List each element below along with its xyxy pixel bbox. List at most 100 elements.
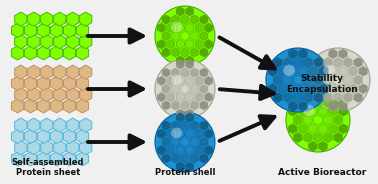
Polygon shape xyxy=(157,40,165,49)
Polygon shape xyxy=(176,60,184,69)
Polygon shape xyxy=(64,23,76,37)
Polygon shape xyxy=(324,132,332,142)
Polygon shape xyxy=(309,66,318,76)
Polygon shape xyxy=(191,68,198,77)
Polygon shape xyxy=(319,141,327,151)
Polygon shape xyxy=(157,76,165,85)
Polygon shape xyxy=(289,84,297,94)
Polygon shape xyxy=(313,93,322,102)
Polygon shape xyxy=(80,12,92,26)
Polygon shape xyxy=(181,154,189,163)
Polygon shape xyxy=(157,129,165,138)
Polygon shape xyxy=(334,98,342,107)
Polygon shape xyxy=(191,137,198,147)
Polygon shape xyxy=(319,124,327,134)
Polygon shape xyxy=(186,56,194,65)
Polygon shape xyxy=(11,23,24,37)
Polygon shape xyxy=(319,89,327,99)
Polygon shape xyxy=(181,121,189,130)
Circle shape xyxy=(306,48,370,112)
Polygon shape xyxy=(41,35,53,49)
Polygon shape xyxy=(313,58,322,68)
Polygon shape xyxy=(25,23,37,37)
Polygon shape xyxy=(195,129,203,138)
Polygon shape xyxy=(308,124,317,134)
Polygon shape xyxy=(288,124,297,134)
Polygon shape xyxy=(304,115,312,125)
Polygon shape xyxy=(293,115,302,125)
Polygon shape xyxy=(11,46,24,60)
Text: Protein shell: Protein shell xyxy=(155,168,215,177)
Polygon shape xyxy=(314,132,322,142)
Polygon shape xyxy=(319,106,327,116)
Polygon shape xyxy=(181,68,189,77)
Polygon shape xyxy=(314,98,322,107)
Polygon shape xyxy=(195,23,203,32)
Polygon shape xyxy=(176,109,184,118)
Polygon shape xyxy=(167,93,175,102)
Polygon shape xyxy=(200,31,208,41)
Polygon shape xyxy=(324,75,332,85)
Polygon shape xyxy=(329,124,337,134)
Polygon shape xyxy=(339,84,347,94)
Polygon shape xyxy=(186,146,194,155)
Polygon shape xyxy=(64,46,76,60)
Polygon shape xyxy=(204,40,212,49)
Polygon shape xyxy=(334,93,342,102)
Polygon shape xyxy=(334,75,342,85)
Circle shape xyxy=(283,65,295,76)
Polygon shape xyxy=(324,98,332,107)
Polygon shape xyxy=(191,48,198,57)
Circle shape xyxy=(155,59,215,119)
Polygon shape xyxy=(50,76,63,90)
Polygon shape xyxy=(76,152,88,166)
Polygon shape xyxy=(25,46,37,60)
Polygon shape xyxy=(50,46,63,60)
Polygon shape xyxy=(274,93,282,102)
Polygon shape xyxy=(172,137,180,147)
Polygon shape xyxy=(349,84,357,94)
Polygon shape xyxy=(11,99,24,113)
Polygon shape xyxy=(186,40,194,49)
Polygon shape xyxy=(176,93,184,102)
Polygon shape xyxy=(313,75,322,85)
Polygon shape xyxy=(64,129,76,143)
Polygon shape xyxy=(54,88,66,102)
Polygon shape xyxy=(54,12,66,26)
Polygon shape xyxy=(25,129,37,143)
Circle shape xyxy=(286,88,350,152)
Polygon shape xyxy=(162,101,170,110)
Polygon shape xyxy=(304,93,312,102)
Polygon shape xyxy=(172,121,180,130)
Polygon shape xyxy=(344,58,352,68)
Polygon shape xyxy=(186,76,194,85)
Polygon shape xyxy=(299,124,307,134)
Polygon shape xyxy=(344,93,352,102)
Polygon shape xyxy=(328,101,337,111)
Polygon shape xyxy=(186,7,194,16)
Circle shape xyxy=(303,105,315,116)
Polygon shape xyxy=(37,23,50,37)
Polygon shape xyxy=(167,146,175,155)
Polygon shape xyxy=(25,152,37,166)
Polygon shape xyxy=(328,49,337,59)
Polygon shape xyxy=(11,152,24,166)
Polygon shape xyxy=(186,109,194,118)
Polygon shape xyxy=(37,76,50,90)
Polygon shape xyxy=(15,141,27,155)
Polygon shape xyxy=(186,60,194,69)
Polygon shape xyxy=(191,15,198,24)
Polygon shape xyxy=(162,137,170,147)
Polygon shape xyxy=(172,68,180,77)
Polygon shape xyxy=(167,40,175,49)
Polygon shape xyxy=(176,113,184,122)
Polygon shape xyxy=(304,98,312,107)
Polygon shape xyxy=(304,75,312,85)
Polygon shape xyxy=(359,66,367,76)
Polygon shape xyxy=(176,40,184,49)
Polygon shape xyxy=(76,76,88,90)
Polygon shape xyxy=(176,23,184,32)
Polygon shape xyxy=(28,65,40,79)
Polygon shape xyxy=(162,31,170,41)
Polygon shape xyxy=(334,115,342,125)
